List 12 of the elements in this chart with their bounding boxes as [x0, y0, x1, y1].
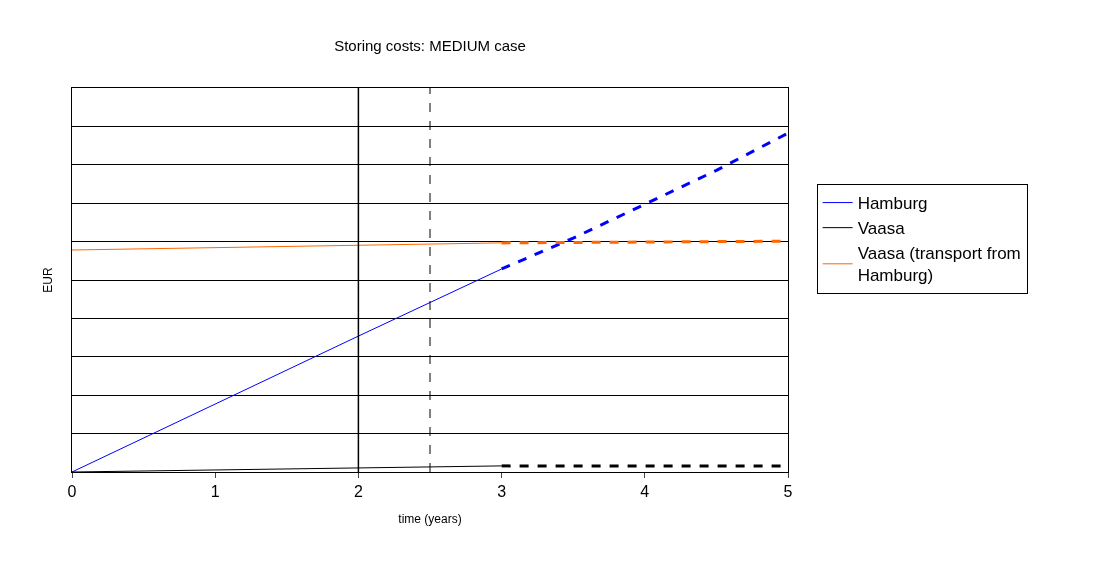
x-tick-label: 3 — [497, 483, 507, 501]
chart-title: Storing costs: MEDIUM case — [334, 37, 526, 55]
x-tick-label: 1 — [210, 483, 220, 501]
legend-label: Vaasa (transport from Hamburg) — [857, 244, 1021, 286]
legend-label: Vaasa — [857, 219, 906, 239]
x-tick-label: 5 — [783, 483, 793, 501]
x-tick-label: 4 — [640, 483, 650, 501]
x-tick-label: 2 — [353, 483, 363, 501]
x-tick-label: 0 — [67, 483, 77, 501]
x-axis-title: time (years) — [398, 512, 462, 527]
legend-label: Hamburg — [857, 194, 928, 214]
y-axis-title: EUR — [41, 267, 56, 293]
